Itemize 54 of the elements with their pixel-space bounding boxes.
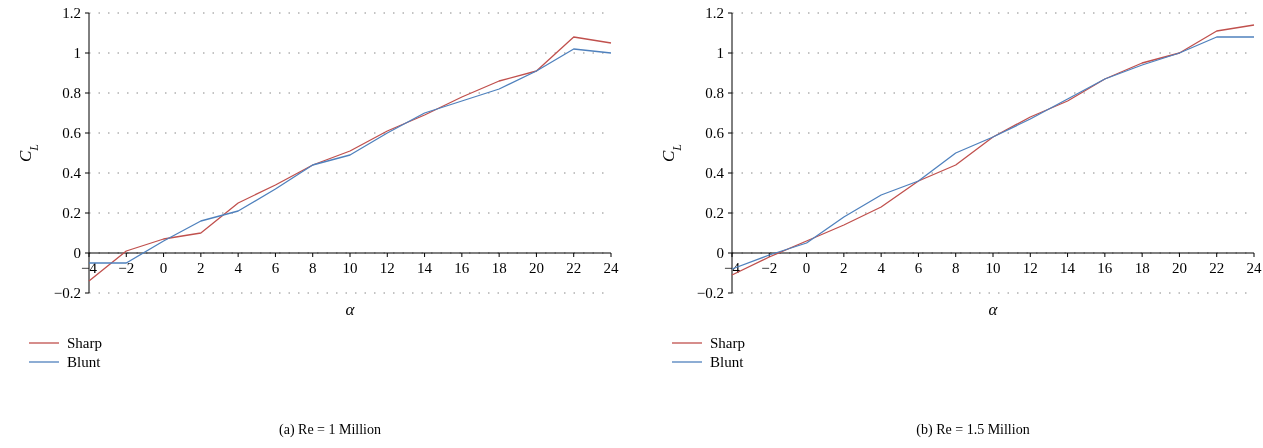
y-tick-label: 0 — [73, 245, 81, 262]
x-tick-label: 0 — [802, 260, 811, 276]
x-tick-label: 18 — [491, 260, 507, 276]
x-tick-label: 16 — [454, 260, 470, 276]
x-tick-label: 18 — [1134, 260, 1150, 276]
y-tick-label: 0.2 — [705, 205, 724, 222]
text: (a) Re = 1 Million — [279, 422, 381, 438]
y-tick-label: 1.2 — [62, 5, 81, 22]
x-tick-label: 24 — [1246, 260, 1262, 276]
y-tick-label: 0.4 — [705, 165, 725, 182]
x-tick-label: 6 — [914, 260, 923, 276]
x-tick-label: 8 — [951, 260, 960, 276]
x-tick-label: 12 — [379, 260, 395, 276]
x-tick-label: 4 — [234, 260, 243, 276]
x-axis-title: α — [988, 300, 999, 319]
legend-label: Sharp — [710, 335, 745, 352]
x-axis-title: α — [345, 300, 356, 319]
y-tick-label: 0 — [716, 245, 724, 262]
text: (b) Re = 1.5 Million — [916, 422, 1030, 438]
y-tick-label: 1 — [716, 45, 724, 62]
y-tick-label: 0.6 — [62, 125, 82, 142]
y-tick-label: 0.2 — [62, 205, 81, 222]
x-tick-label: 6 — [271, 260, 280, 276]
legend-label: Blunt — [67, 354, 102, 371]
y-tick-label: 1 — [73, 45, 81, 62]
x-tick-label: 10 — [985, 260, 1001, 276]
x-tick-label: 10 — [342, 260, 358, 276]
x-tick-label: 20 — [528, 260, 544, 276]
x-tick-label: 20 — [1171, 260, 1187, 276]
y-tick-label: −0.2 — [696, 285, 724, 302]
y-tick-label: 0.8 — [62, 85, 81, 102]
legend-label: Blunt — [710, 354, 745, 371]
x-tick-label: −2 — [118, 260, 135, 276]
x-tick-label: 4 — [877, 260, 886, 276]
x-tick-label: 0 — [159, 260, 168, 276]
x-tick-label: 2 — [197, 260, 205, 276]
x-tick-label: 16 — [1097, 260, 1113, 276]
x-tick-label: 24 — [603, 260, 619, 276]
x-tick-label: 14 — [417, 260, 433, 276]
x-tick-label: −4 — [81, 260, 98, 276]
x-tick-label: 22 — [1209, 260, 1225, 276]
legend-label: Sharp — [67, 335, 102, 352]
x-tick-label: −4 — [724, 260, 741, 276]
y-tick-label: 0.4 — [62, 165, 82, 182]
y-tick-label: −0.2 — [53, 285, 81, 302]
x-tick-label: −2 — [761, 260, 778, 276]
y-tick-label: 0.8 — [705, 85, 724, 102]
x-tick-label: 2 — [840, 260, 848, 276]
y-tick-label: 1.2 — [705, 5, 724, 22]
y-tick-label: 0.6 — [705, 125, 725, 142]
x-tick-label: 12 — [1022, 260, 1038, 276]
x-tick-label: 22 — [566, 260, 582, 276]
x-tick-label: 8 — [308, 260, 317, 276]
x-tick-label: 14 — [1060, 260, 1076, 276]
